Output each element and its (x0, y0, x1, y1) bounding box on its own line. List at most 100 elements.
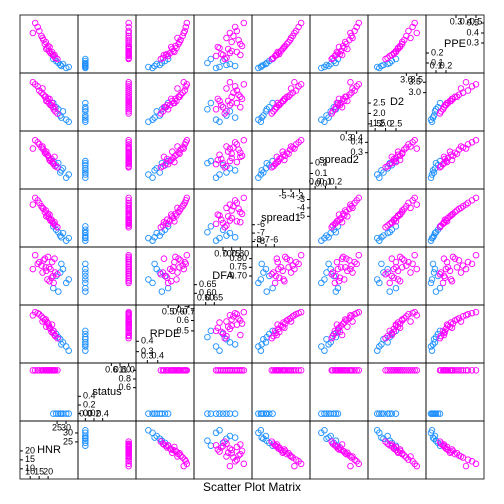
point (411, 251, 418, 259)
point (125, 460, 132, 468)
point (151, 234, 158, 241)
point (216, 410, 223, 417)
point (279, 45, 286, 53)
point (223, 204, 230, 212)
point (273, 255, 281, 262)
variable-name: D2 (390, 96, 404, 108)
point (125, 139, 132, 146)
point (432, 229, 440, 236)
point (58, 114, 65, 121)
point (295, 23, 302, 31)
point (233, 456, 241, 463)
point (384, 269, 391, 276)
point (54, 223, 61, 231)
tick-label: 2.5 (390, 118, 403, 128)
point (218, 101, 225, 109)
point (43, 267, 50, 275)
tick-label: 0.4 (350, 137, 363, 147)
point (233, 310, 241, 318)
point (472, 308, 480, 316)
point (448, 277, 456, 285)
point (204, 437, 211, 444)
point (125, 443, 132, 451)
point (472, 367, 480, 374)
point (373, 410, 381, 417)
point (212, 64, 220, 72)
tick-label: 0.3 (350, 147, 363, 157)
point (384, 367, 391, 374)
point (82, 272, 89, 280)
point (125, 258, 132, 266)
point (349, 85, 356, 92)
point (216, 427, 223, 434)
point (338, 331, 346, 339)
point (287, 269, 295, 276)
point (390, 274, 398, 281)
point (82, 442, 89, 449)
point (157, 271, 165, 278)
point (82, 288, 89, 295)
point (291, 462, 298, 470)
point (216, 171, 223, 178)
tick-label: 0.1 (319, 176, 332, 186)
point (182, 23, 190, 31)
point (347, 78, 354, 86)
point (353, 458, 360, 465)
point (180, 29, 187, 37)
point (204, 59, 211, 67)
point (82, 284, 89, 292)
point (226, 312, 234, 319)
point (175, 208, 182, 216)
point (125, 204, 132, 212)
point (169, 148, 176, 155)
point (268, 334, 276, 342)
point (82, 157, 89, 165)
point (281, 156, 288, 164)
point (318, 343, 325, 350)
point (233, 218, 241, 225)
point (440, 218, 448, 226)
point (34, 139, 41, 146)
point (329, 54, 337, 62)
variable-name: spread1 (261, 212, 301, 224)
point (223, 367, 230, 374)
point (429, 167, 437, 174)
point (353, 23, 360, 31)
point (255, 410, 262, 417)
point (55, 410, 62, 417)
point (321, 234, 328, 242)
point (331, 106, 339, 113)
point (353, 309, 360, 317)
point (257, 118, 265, 126)
point (149, 174, 156, 181)
tick-label: 0.3 (141, 350, 154, 360)
point (34, 197, 41, 204)
point (468, 83, 476, 90)
point (82, 62, 89, 70)
variable-name: RPDE (150, 328, 181, 340)
point (157, 223, 165, 231)
point (392, 223, 400, 230)
tick-label: 0.2 (83, 399, 96, 409)
tick-label: 0.6 (176, 315, 189, 325)
tick-label: 0.3 (450, 16, 463, 26)
point (427, 343, 435, 350)
point (226, 101, 234, 109)
point (403, 32, 410, 40)
point (125, 156, 132, 164)
point (401, 36, 408, 44)
tick-label: 0.65 (206, 292, 224, 302)
point (65, 63, 72, 71)
point (297, 367, 305, 374)
point (392, 258, 400, 266)
point (216, 448, 223, 455)
variable-name: spread2 (319, 154, 359, 166)
point (180, 367, 187, 374)
point (214, 324, 222, 332)
point (82, 234, 89, 241)
point (82, 174, 89, 181)
point (167, 446, 175, 453)
point (335, 367, 343, 374)
point (268, 271, 276, 278)
point (223, 85, 230, 92)
